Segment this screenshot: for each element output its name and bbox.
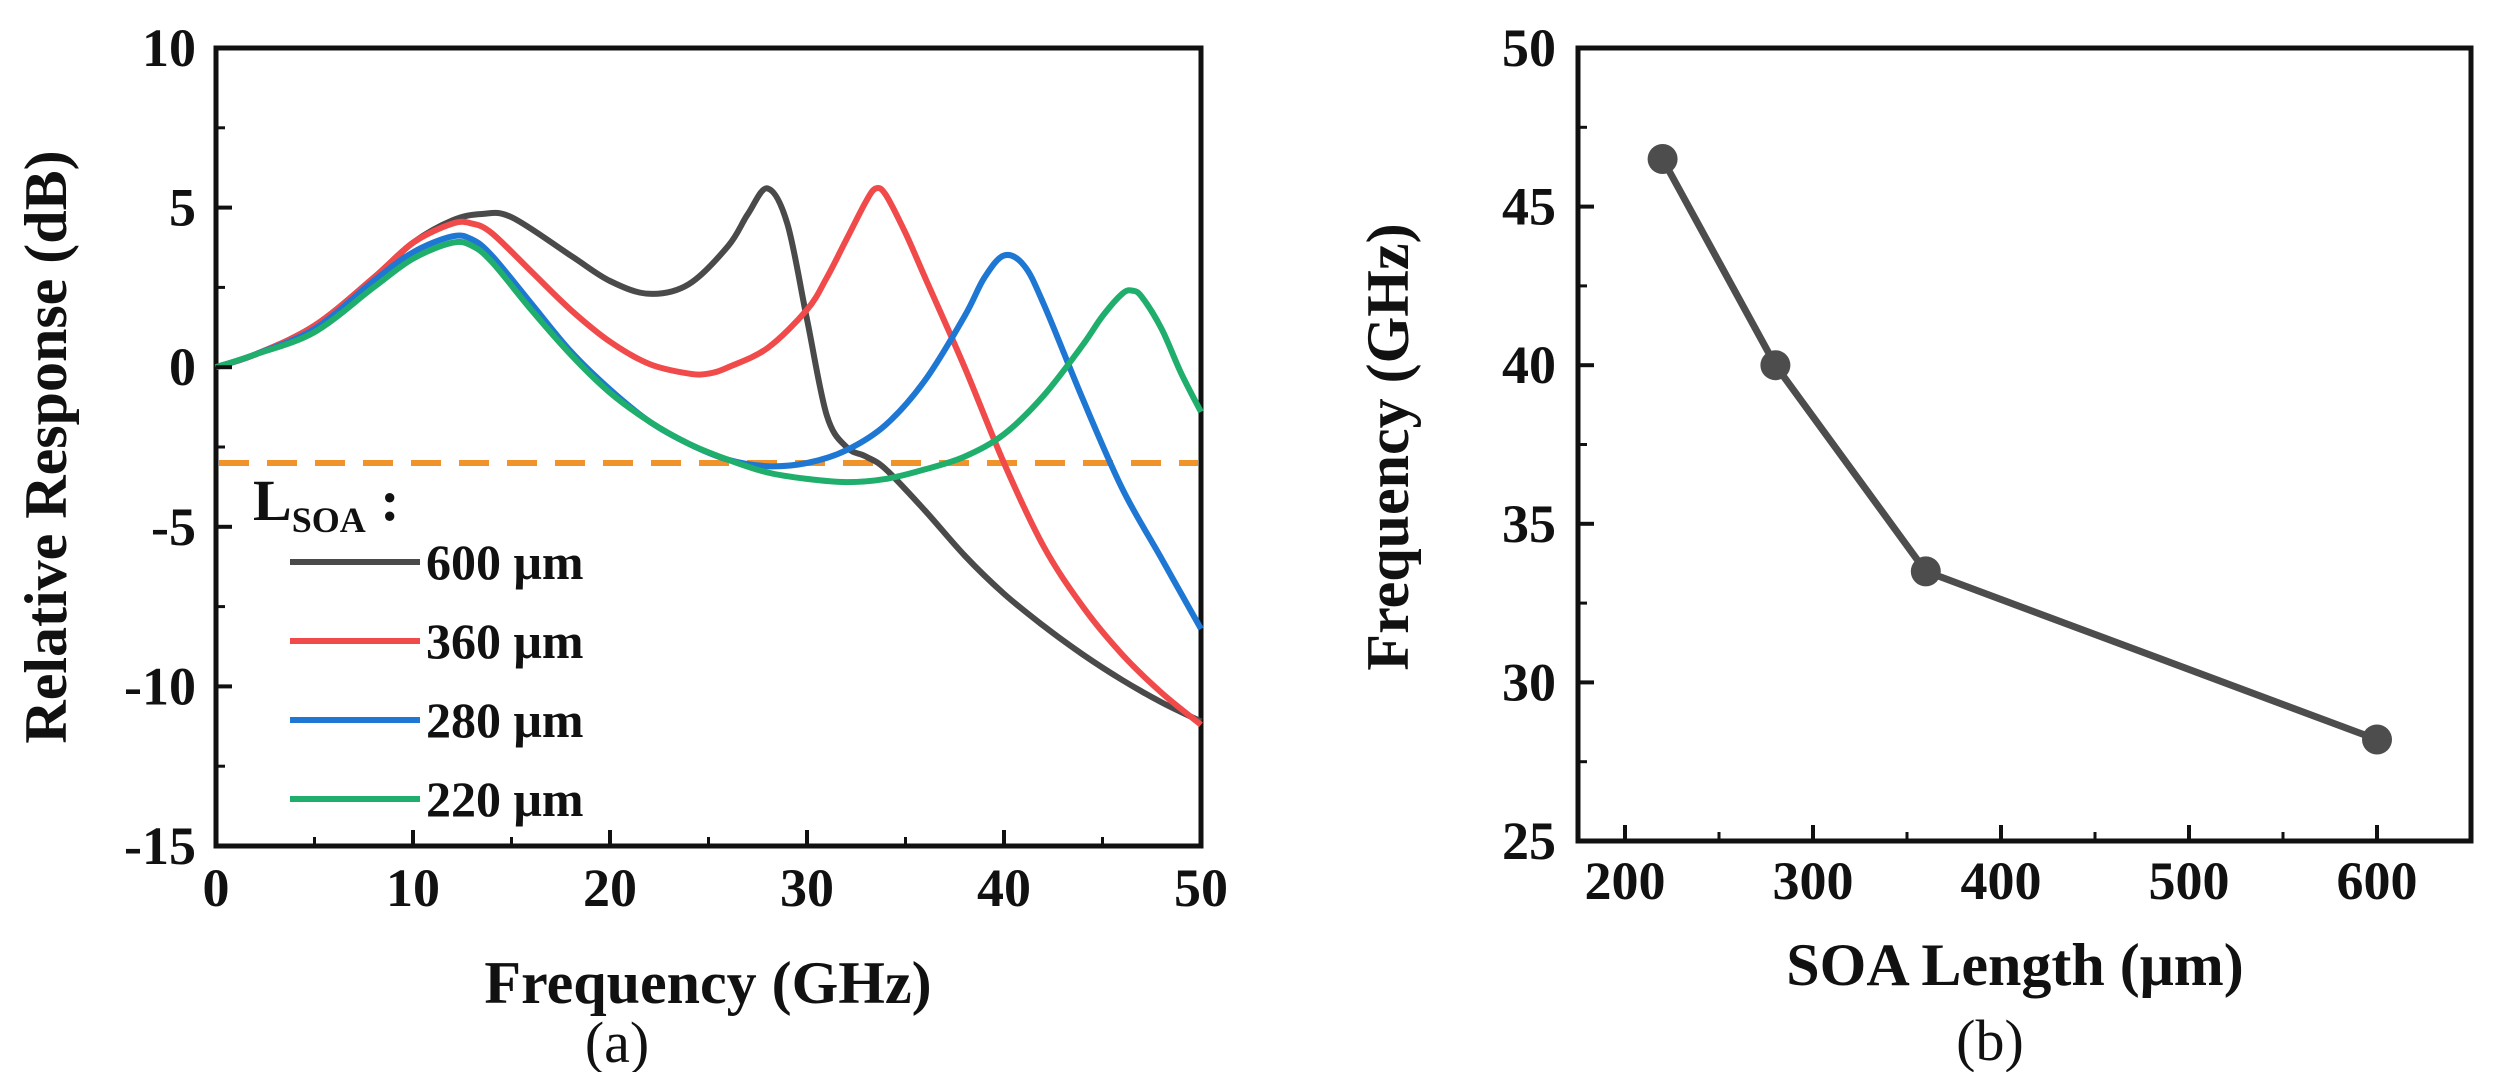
panel-a-y-tick-label: 10	[142, 18, 196, 78]
panel-a-x-tick-label: 0	[203, 858, 230, 918]
panel-a-y-tick-label: -10	[124, 656, 196, 716]
legend-title-main: L	[253, 468, 292, 533]
legend-title-suffix: :	[366, 468, 400, 533]
series-line-360-m	[215, 184, 1203, 728]
panel-a-x-tick-label: 40	[977, 858, 1031, 918]
legend-label-360-m: 360 μm	[426, 613, 584, 669]
panel-b-x-tick-label: 200	[1585, 851, 1666, 911]
panel-b-x-tick-label: 500	[2149, 851, 2230, 911]
panel-b-x-tick-label: 600	[2337, 851, 2418, 911]
panel-b-x-tick-label: 400	[1961, 851, 2042, 911]
panel-b-y-tick-label: 25	[1502, 811, 1556, 871]
panel-b-y-tick-label: 45	[1502, 177, 1556, 237]
panel-b-data-point-280	[1760, 350, 1791, 381]
panel-b-frequency-vs-length: 200 300 400 500 600 25 30 35 40 45 50 SOA Length …	[1355, 18, 2474, 1072]
legend-title: LSOA :	[253, 468, 400, 540]
panel-a-series-group	[215, 184, 1204, 728]
panel-a-x-tick-label: 50	[1174, 858, 1228, 918]
legend-title-subscript: SOA	[292, 500, 366, 540]
panel-a-y-tick-label: -15	[124, 816, 196, 876]
panel-b-caption: (b)	[1956, 1008, 2024, 1072]
panel-a-x-axis-label: Frequency (GHz)	[484, 950, 931, 1016]
panel-b-y-tick-label: 40	[1502, 335, 1556, 395]
panel-b-data-point-360	[1910, 556, 1941, 587]
panel-b-x-ticks: 200 300 400 500 600	[1585, 825, 2418, 911]
panel-b-y-ticks: 25 30 35 40 45 50	[1502, 18, 1594, 871]
panel-a-plot-frame	[213, 45, 1204, 849]
panel-a-frequency-response: 0 10 20 30 40 50 -15 -10 -5 0 5 10 Frequency (GHz)…	[13, 18, 1228, 1072]
panel-b-x-axis-label: SOA Length (μm)	[1786, 932, 2243, 998]
panel-a-y-tick-label: -5	[151, 497, 196, 557]
panel-a-x-tick-label: 20	[583, 858, 637, 918]
legend-label-220-m: 220 μm	[426, 771, 584, 827]
panel-b-data-point-220	[1647, 144, 1678, 175]
legend-items: 600 μm 360 μm 280 μm 220 μm	[290, 534, 584, 827]
panel-a-x-tick-label: 30	[780, 858, 834, 918]
panel-a-caption: (a)	[585, 1010, 649, 1072]
panel-b-x-tick-label: 300	[1773, 851, 1854, 911]
legend-label-600-m: 600 μm	[426, 534, 584, 590]
series-line-280-m	[215, 232, 1204, 631]
panel-a-x-tick-label: 10	[386, 858, 440, 918]
panel-b-y-axis-label: Frequency (GHz)	[1355, 223, 1421, 670]
panel-b-series-group	[1647, 144, 2392, 755]
legend-label-280-m: 280 μm	[426, 692, 584, 748]
panel-a-y-axis-label: Relative Response (dB)	[13, 150, 79, 743]
panel-a-x-ticks: 0 10 20 30 40 50	[203, 830, 1228, 918]
panel-a-legend: LSOA : 600 μm 360 μm 280 μm 220 μm	[253, 468, 584, 827]
panel-a-y-tick-label: 0	[169, 337, 196, 397]
panel-a-y-tick-label: 5	[169, 178, 196, 238]
panel-b-data-point-600	[2362, 724, 2392, 755]
panel-b-y-tick-label: 30	[1502, 652, 1556, 712]
panel-b-y-tick-label: 50	[1502, 18, 1556, 78]
panel-b-series-line	[1659, 157, 2379, 743]
panel-a-y-ticks: -15 -10 -5 0 5 10	[124, 18, 232, 876]
series-line-220-m	[215, 238, 1204, 486]
panel-b-y-tick-label: 35	[1502, 494, 1556, 554]
